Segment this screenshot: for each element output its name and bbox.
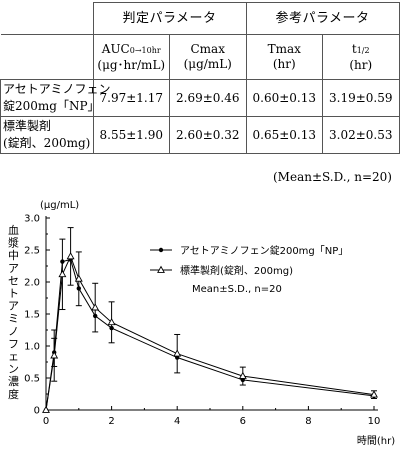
data-point-standard (173, 349, 182, 357)
x-tick-label: 0 (43, 416, 49, 427)
row-label-np: アセトアミノフェン 錠200mg「NP」 (0, 79, 111, 117)
plot-series (42, 227, 378, 413)
tmax-name: Tmax (267, 42, 301, 56)
auc-sub: 0→10hr (129, 45, 161, 55)
y-axis-label-char: ア (8, 262, 19, 275)
series-line-standard (45, 255, 375, 411)
x-tick-label: 10 (368, 416, 381, 427)
y-axis-label-char: ミ (8, 312, 19, 325)
legend-marker-np (158, 247, 164, 253)
data-point-standard (42, 405, 50, 413)
table-corner (0, 2, 94, 35)
table-cell: 8.55±1.90 (92, 116, 170, 154)
row-label-np-line2: 錠200mg「NP」 (3, 99, 100, 113)
judgement-parameters-header: 判定パラメータ (92, 2, 247, 35)
data-point-standard (66, 252, 75, 260)
y-tick-label: 3.0 (24, 214, 40, 225)
y-tick-label: 1.5 (24, 310, 40, 321)
cmax-unit: (μg/mL) (183, 57, 232, 71)
y-axis-label-char: ト (8, 287, 19, 300)
data-point-standard (91, 303, 100, 311)
y-unit-label: (μg/mL) (40, 200, 79, 211)
table-cell: 0.60±0.13 (245, 79, 323, 117)
y-axis-label-char: ン (8, 363, 19, 376)
y-axis-label-char: 度 (8, 387, 19, 401)
plot-ticks: 0 2 4 6 8 10 0 0.5 1.0 1.5 2.0 2.5 3.0 (24, 214, 380, 428)
table-corner-lower (0, 34, 94, 80)
table-note: (Mean±S.D., n=20) (273, 170, 392, 184)
data-point-standard (370, 390, 378, 398)
col-header-thalf: t1/2 (hr) (322, 34, 400, 80)
data-point-standard (238, 371, 247, 379)
y-axis-label-char: 濃 (8, 374, 19, 388)
legend-note: Mean±S.D., n=20 (192, 284, 282, 295)
table-cell: 7.97±1.17 (92, 79, 170, 117)
col-header-cmax: Cmax (μg/mL) (169, 34, 247, 80)
pk-parameter-table: 判定パラメータ 参考パラメータ AUC0→10hr (μg･hr/mL) Cma… (0, 2, 400, 154)
col-header-auc: AUC0→10hr (μg･hr/mL) (92, 34, 170, 80)
y-tick-label: 1.0 (24, 342, 40, 353)
y-tick-label: 0 (34, 406, 40, 417)
col-header-tmax: Tmax (hr) (245, 34, 323, 80)
table-cell: 3.19±0.59 (322, 79, 400, 117)
legend-label-np: アセトアミノフェン錠200mg「NP」 (180, 244, 348, 257)
concentration-time-chart: 0 2 4 6 8 10 0 0.5 1.0 1.5 2.0 2.5 3.0 アセトアミノフェン錠200… (8, 200, 395, 447)
data-point-standard (74, 274, 83, 282)
cmax-name: Cmax (190, 42, 225, 56)
plot-legend: アセトアミノフェン錠200mg「NP」標準製剤(錠剤、200mg) Mean±S.… (150, 244, 348, 295)
y-tick-label: 2.0 (24, 278, 40, 289)
y-axis-label-char: 漿 (8, 236, 19, 250)
y-axis-label-char: ノ (8, 325, 19, 338)
thalf-sub: 1/2 (356, 45, 370, 55)
tmax-unit: (hr) (272, 57, 296, 71)
data-point-standard (50, 351, 59, 359)
y-axis-label: 血漿中アセトアミノフェン濃度 (8, 223, 19, 401)
x-tick-label: 4 (174, 416, 180, 427)
x-tick-label: 6 (240, 416, 246, 427)
table-cell: 0.65±0.13 (245, 116, 323, 154)
table-cell: 2.69±0.46 (169, 79, 247, 117)
y-axis-label-char: ェ (8, 350, 19, 363)
table-row: アセトアミノフェン 錠200mg「NP」 7.97±1.17 2.69±0.46… (0, 79, 400, 117)
data-point-standard (58, 269, 67, 278)
y-axis-label-char: フ (8, 337, 19, 350)
y-axis-label-char: セ (8, 274, 19, 287)
y-tick-label: 2.5 (24, 246, 40, 257)
row-label-standard: 標準製剤 (錠剤、200mg) (0, 116, 94, 154)
table-row: 標準製剤 (錠剤、200mg) 8.55±1.90 2.60±0.32 0.65… (0, 116, 400, 154)
legend-marker-standard (157, 265, 165, 273)
x-tick-label: 8 (305, 416, 311, 427)
row-label-standard-line2: (錠剤、200mg) (3, 136, 91, 150)
y-axis-label-char: 中 (8, 249, 19, 262)
thalf-name: t (351, 41, 357, 56)
y-tick-label: 0.5 (24, 374, 40, 385)
table-cell: 3.02±0.53 (322, 116, 400, 154)
legend-label-standard: 標準製剤(錠剤、200mg) (180, 264, 293, 277)
series-line-np (45, 259, 375, 411)
auc-unit: (μg･hr/mL) (97, 57, 166, 72)
auc-name: AUC (101, 41, 130, 56)
y-axis-label-char: 血 (8, 223, 19, 237)
table-cell: 2.60±0.32 (169, 116, 247, 154)
row-label-np-line1: アセトアミノフェン (3, 82, 111, 96)
y-axis-label-char: ア (8, 300, 19, 313)
x-axis-label: 時間(hr) (357, 435, 395, 447)
reference-parameters-header: 参考パラメータ (245, 2, 400, 35)
thalf-unit: (hr) (349, 57, 373, 72)
row-label-standard-line1: 標準製剤 (3, 119, 52, 133)
x-tick-label: 2 (108, 416, 114, 427)
data-point-standard (107, 317, 116, 326)
